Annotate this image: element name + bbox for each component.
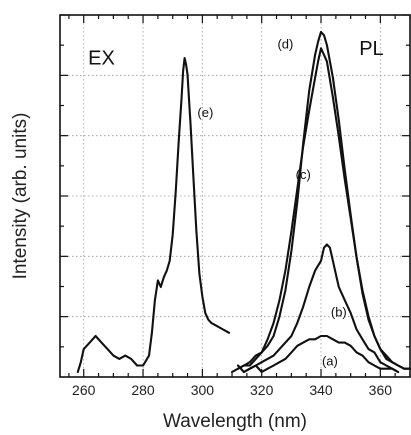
curve-label-d: (d): [277, 36, 293, 51]
x-tick-label: 320: [250, 382, 274, 398]
curve-label-a: (a): [322, 353, 338, 368]
curve-label-e: (e): [197, 105, 213, 120]
y-axis-label: Intensity (arb. units): [10, 113, 31, 280]
grid: [60, 14, 410, 377]
series-line-d: [230, 30, 411, 374]
x-axis-label: Wavelength (nm): [163, 411, 307, 432]
series-line-a: [236, 334, 400, 374]
x-tick-label: 280: [131, 382, 155, 398]
curve-label-c: (c): [296, 167, 311, 182]
x-tick-label: 300: [191, 382, 215, 398]
series-line-e: [76, 57, 231, 374]
annotations: (e) (a) (b) (c) (d) EX PL: [88, 36, 383, 368]
curve-label-b: (b): [331, 304, 347, 319]
series-line-b: [242, 243, 400, 374]
region-label-ex: EX: [88, 48, 115, 70]
series-lines: [76, 30, 411, 374]
x-tick-label: 360: [369, 382, 393, 398]
series-line-c: [236, 47, 411, 370]
x-tick-label: 260: [72, 382, 96, 398]
region-label-pl: PL: [359, 38, 383, 60]
x-tick-label: 340: [309, 382, 333, 398]
axis-ticks: 260 280 300 320 340 360: [60, 14, 411, 398]
